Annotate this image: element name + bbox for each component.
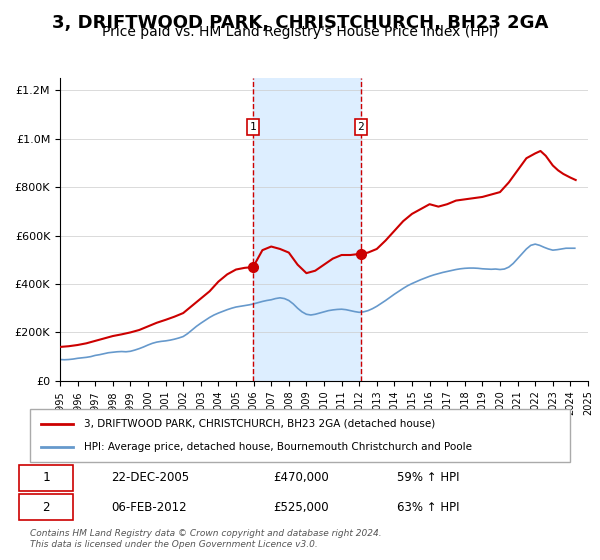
- FancyBboxPatch shape: [19, 465, 73, 491]
- Text: 3, DRIFTWOOD PARK, CHRISTCHURCH, BH23 2GA: 3, DRIFTWOOD PARK, CHRISTCHURCH, BH23 2G…: [52, 14, 548, 32]
- Text: Price paid vs. HM Land Registry's House Price Index (HPI): Price paid vs. HM Land Registry's House …: [102, 25, 498, 39]
- Text: 06-FEB-2012: 06-FEB-2012: [111, 501, 187, 514]
- Text: 1: 1: [250, 122, 256, 132]
- Text: 2: 2: [358, 122, 364, 132]
- Text: 63% ↑ HPI: 63% ↑ HPI: [397, 501, 460, 514]
- Text: This data is licensed under the Open Government Licence v3.0.: This data is licensed under the Open Gov…: [30, 540, 318, 549]
- FancyBboxPatch shape: [19, 494, 73, 520]
- Text: £525,000: £525,000: [273, 501, 329, 514]
- Text: 2: 2: [43, 501, 50, 514]
- Text: £470,000: £470,000: [273, 471, 329, 484]
- Text: 3, DRIFTWOOD PARK, CHRISTCHURCH, BH23 2GA (detached house): 3, DRIFTWOOD PARK, CHRISTCHURCH, BH23 2G…: [84, 419, 435, 429]
- Text: 1: 1: [43, 471, 50, 484]
- FancyBboxPatch shape: [30, 409, 570, 462]
- Text: HPI: Average price, detached house, Bournemouth Christchurch and Poole: HPI: Average price, detached house, Bour…: [84, 442, 472, 452]
- Bar: [253, 78, 361, 381]
- Text: 59% ↑ HPI: 59% ↑ HPI: [397, 471, 460, 484]
- Text: Contains HM Land Registry data © Crown copyright and database right 2024.: Contains HM Land Registry data © Crown c…: [30, 529, 382, 538]
- Text: 22-DEC-2005: 22-DEC-2005: [111, 471, 189, 484]
